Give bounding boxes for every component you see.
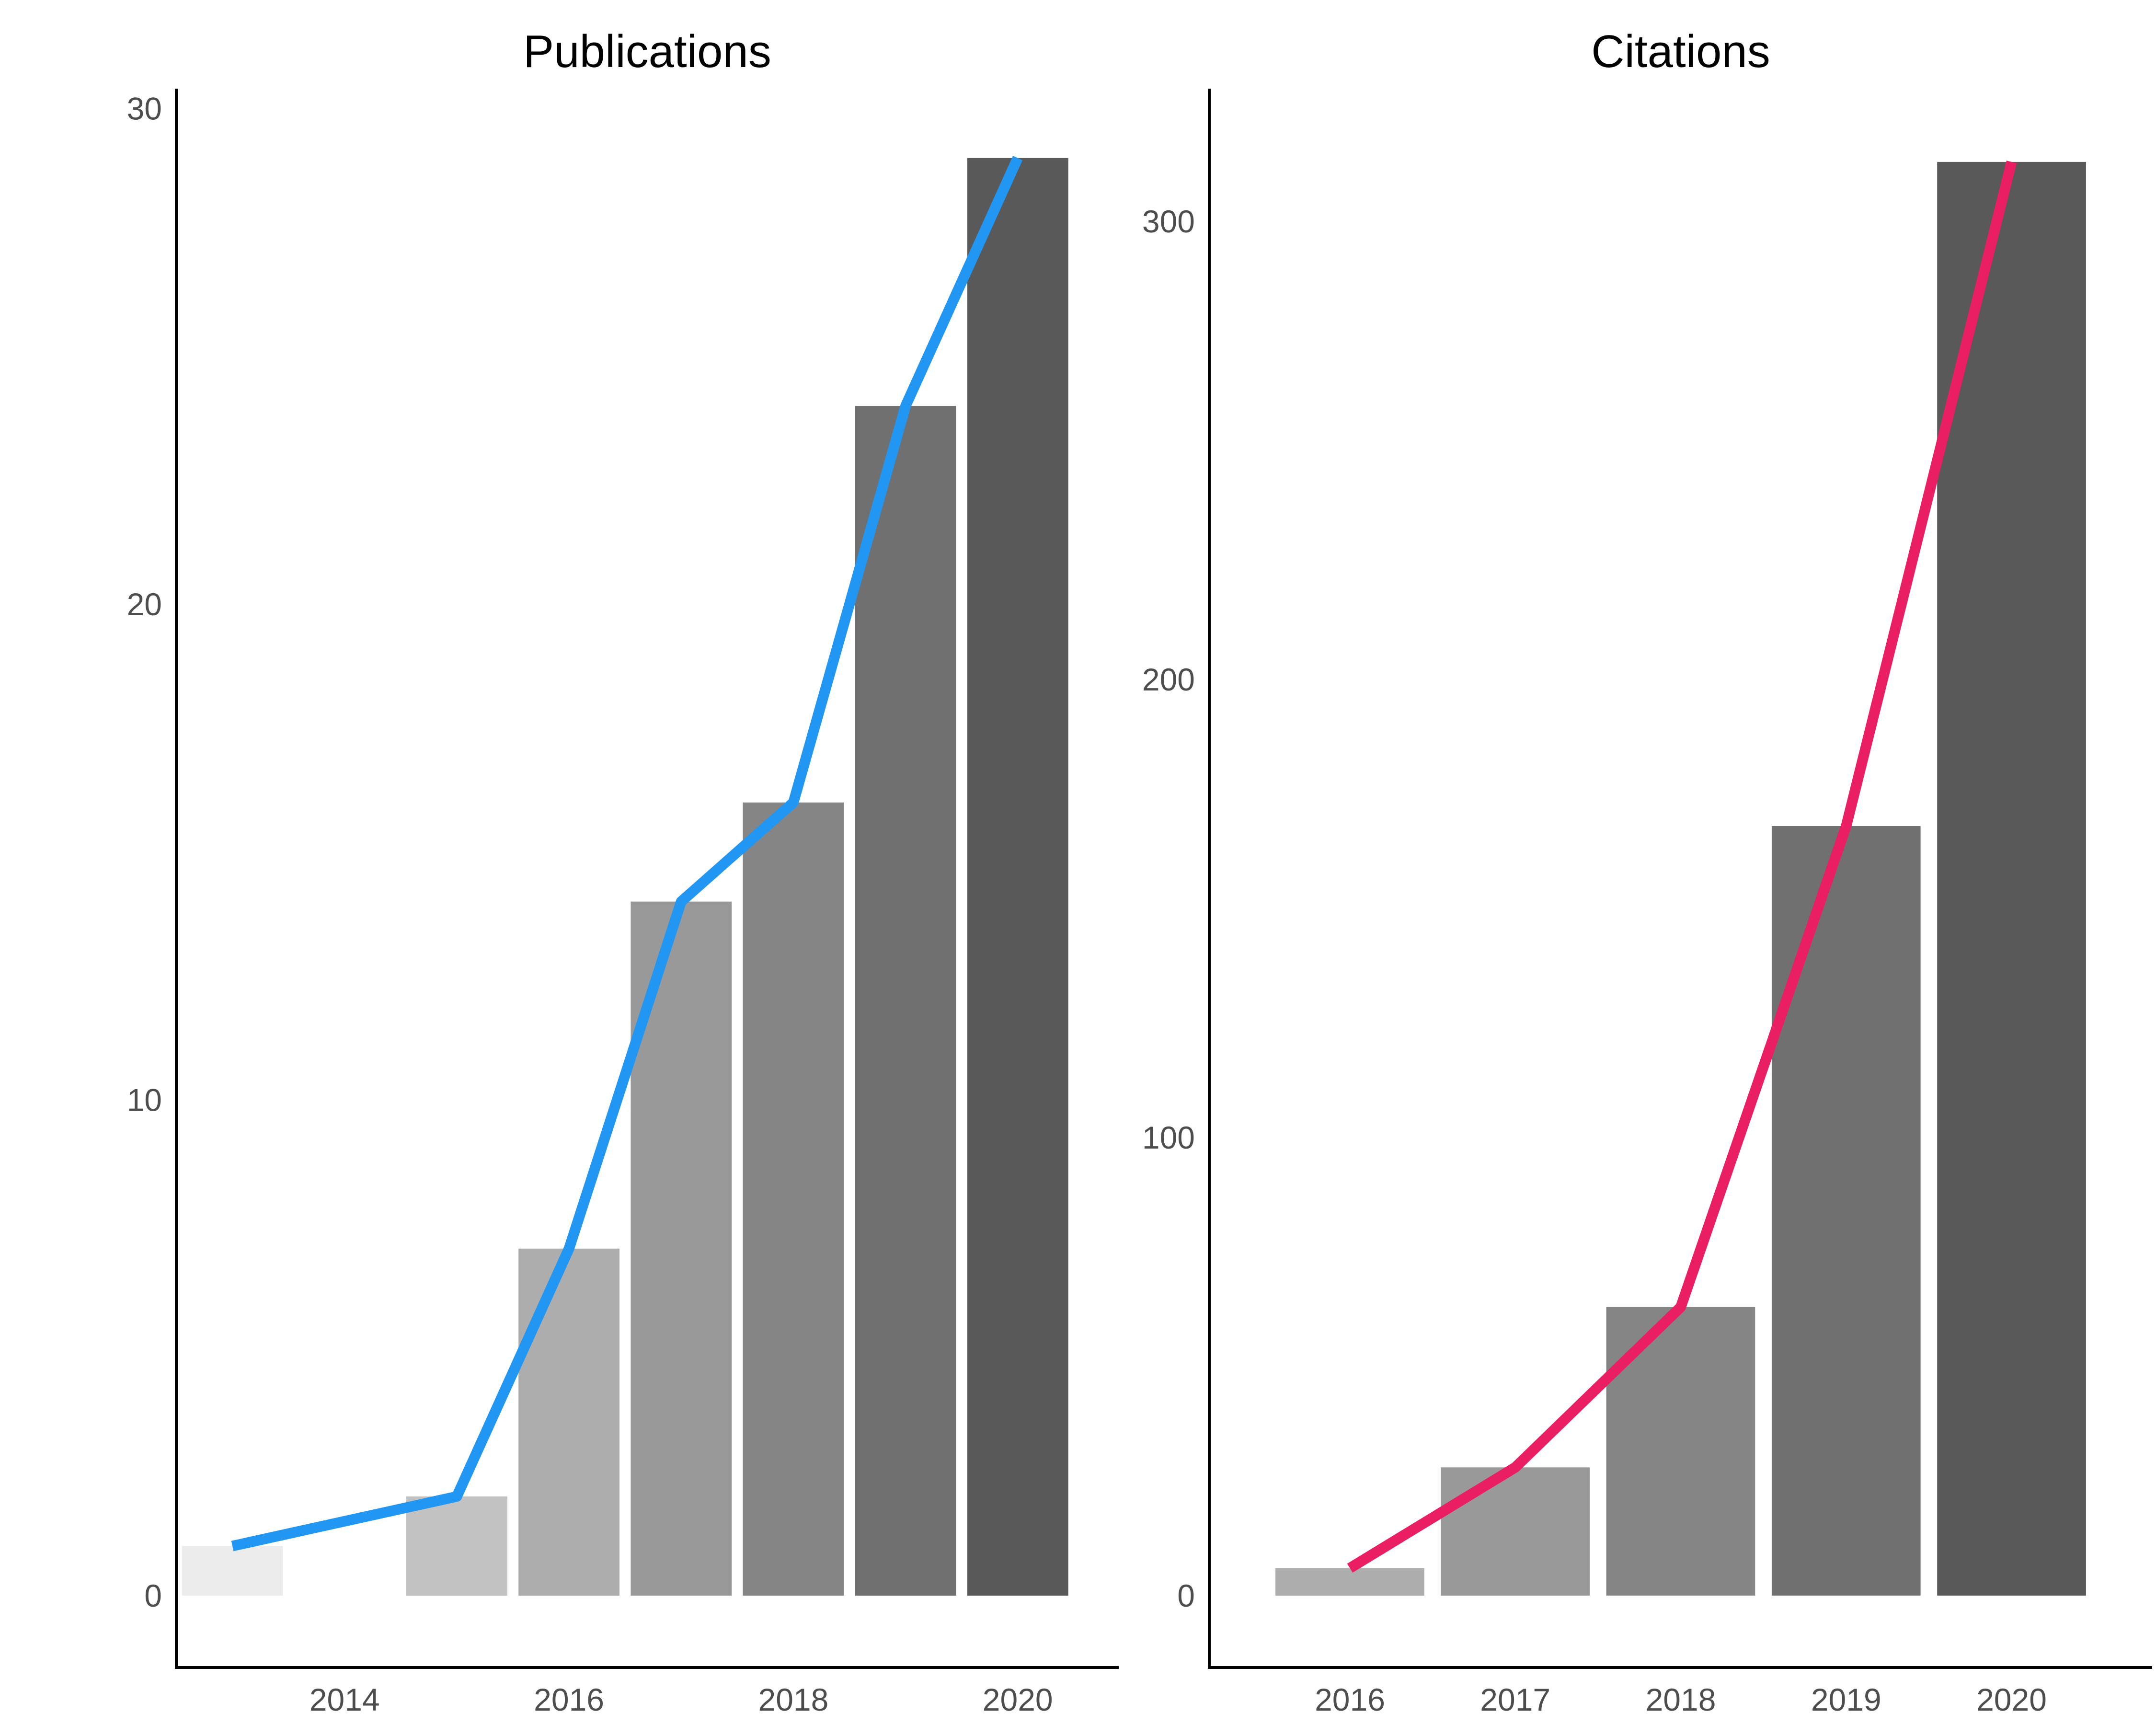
publications-bar-2016 — [518, 1248, 619, 1596]
citations-trend-line — [1347, 161, 2017, 1573]
publications-x-tick-label: 2016 — [534, 1682, 604, 1717]
citations-y-tick-label: 100 — [1142, 1120, 1195, 1155]
publications-y-tick-label: 20 — [127, 586, 162, 622]
publications-panel: Publications 0 10 20 30 2014 2016 2018 2020 — [127, 26, 1119, 1717]
citations-x-tick-label: 2017 — [1480, 1682, 1550, 1717]
citations-bar-2016 — [1275, 1568, 1424, 1596]
citations-title: Citations — [1591, 26, 1770, 77]
publications-x-tick-label: 2020 — [983, 1682, 1053, 1717]
publications-y-tick-label: 0 — [144, 1578, 162, 1613]
citations-y-tick-label: 300 — [1142, 204, 1195, 239]
publications-bar-2020 — [967, 158, 1068, 1596]
publications-bar-2018 — [743, 802, 844, 1596]
publications-title: Publications — [523, 26, 771, 77]
citations-bar-2019 — [1771, 826, 1921, 1596]
citations-x-tick-label: 2018 — [1646, 1682, 1716, 1717]
publications-bar-2019 — [855, 406, 956, 1596]
citations-x-tick-label: 2016 — [1315, 1682, 1385, 1717]
publications-bar-2013 — [182, 1546, 283, 1596]
publications-bar-2015 — [406, 1496, 507, 1596]
publications-trend-line — [231, 156, 1023, 1552]
citations-x-tick-label: 2019 — [1811, 1682, 1881, 1717]
publications-x-tick-label: 2014 — [310, 1682, 380, 1717]
citations-y-tick-label: 0 — [1177, 1578, 1195, 1613]
citations-bar-2020 — [1937, 161, 2086, 1596]
publications-x-tick-label: 2018 — [758, 1682, 828, 1717]
citations-x-tick-label: 2020 — [1976, 1682, 2047, 1717]
publications-y-tick-label: 10 — [127, 1082, 162, 1118]
citations-bar-2017 — [1441, 1467, 1590, 1596]
citations-y-tick-label: 200 — [1142, 662, 1195, 697]
publications-y-tick-label: 30 — [127, 91, 162, 126]
citations-panel: Citations 0 100 200 300 2016 2017 2018 2019 2020 — [1142, 26, 2152, 1717]
